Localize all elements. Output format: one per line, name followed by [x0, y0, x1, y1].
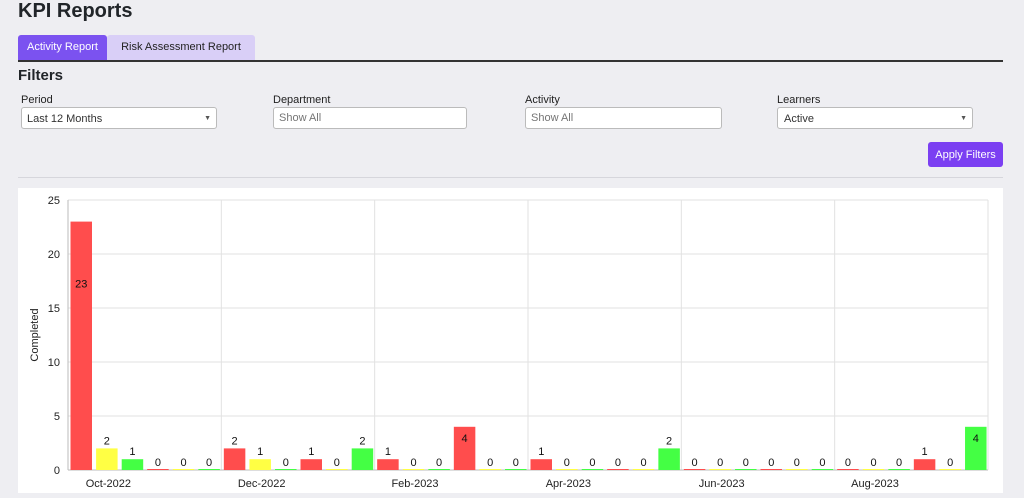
bar-data-label: 1: [308, 446, 314, 458]
bar: [121, 459, 144, 470]
bar-data-label: 0: [870, 457, 876, 469]
learners-label: Learners: [777, 94, 821, 106]
bar: [530, 459, 552, 470]
bar-data-label: 0: [896, 457, 902, 469]
bar: [453, 426, 476, 470]
y-tick-label: 10: [48, 357, 60, 369]
bar-data-label: 0: [947, 457, 953, 469]
bar: [351, 448, 374, 470]
bar-data-label: 0: [155, 457, 161, 469]
bar-data-label: 0: [206, 457, 212, 469]
bar-data-label: 0: [487, 457, 493, 469]
y-tick-label: 15: [48, 303, 60, 315]
department-label: Department: [273, 94, 331, 106]
period-select-value: Last 12 Months: [27, 113, 103, 125]
bar-data-label: 0: [845, 457, 851, 469]
bar-data-label: 1: [129, 446, 135, 458]
bar-data-label: 0: [564, 457, 570, 469]
bar: [658, 448, 680, 470]
bar-data-label: 1: [257, 446, 263, 458]
bar-data-label: 0: [768, 457, 774, 469]
bar-data-label: 23: [75, 279, 87, 291]
bar-data-label: 0: [180, 457, 186, 469]
activity-input[interactable]: [525, 107, 722, 129]
caret-down-icon: ▼: [960, 115, 967, 122]
filters-heading: Filters: [18, 67, 64, 84]
page-title: KPI Reports: [18, 0, 133, 22]
bar-data-label: 2: [666, 435, 672, 447]
bar: [300, 459, 322, 470]
y-tick-label: 20: [48, 249, 60, 261]
bar: [223, 448, 246, 470]
bar: [913, 459, 936, 470]
x-tick-label: Dec-2022: [238, 478, 286, 490]
x-tick-label: Oct-2022: [86, 478, 131, 490]
bar-data-label: 2: [359, 435, 365, 447]
bar-data-label: 1: [922, 446, 928, 458]
bar-data-label: 0: [819, 457, 825, 469]
bar-data-label: 0: [589, 457, 595, 469]
x-tick-label: Feb-2023: [391, 478, 438, 490]
bar-data-label: 0: [692, 457, 698, 469]
caret-down-icon: ▼: [204, 115, 211, 122]
bar-data-label: 0: [436, 457, 442, 469]
y-tick-label: 5: [54, 411, 60, 423]
tab-activity-report[interactable]: Activity Report: [18, 35, 107, 60]
bar-data-label: 0: [794, 457, 800, 469]
bar-data-label: 4: [973, 433, 979, 445]
x-tick-label: Apr-2023: [546, 478, 591, 490]
bar-data-label: 0: [743, 457, 749, 469]
x-tick-label: Aug-2023: [851, 478, 899, 490]
bar-data-label: 1: [385, 446, 391, 458]
bar-data-label: 0: [334, 457, 340, 469]
bar: [249, 459, 271, 470]
period-label: Period: [21, 94, 53, 106]
bar-data-label: 0: [717, 457, 723, 469]
department-input[interactable]: [273, 107, 467, 129]
report-tabs: Activity Report Risk Assessment Report: [18, 35, 1003, 62]
y-tick-label: 25: [48, 195, 60, 207]
tab-risk-assessment-report[interactable]: Risk Assessment Report: [107, 35, 255, 60]
y-axis-label: Completed: [29, 308, 41, 361]
bar-data-label: 0: [513, 457, 519, 469]
bar-data-label: 0: [410, 457, 416, 469]
chart-panel: 0 5 10 15 20 25 Completed 23 2 1 0 0 0 2 1 0 1 0 2 1 0 0 4 0 0 1 0…: [18, 188, 1003, 493]
bar-data-label: 0: [283, 457, 289, 469]
learners-select-value: Active: [784, 113, 814, 125]
bar-data-label: 2: [104, 435, 110, 447]
bar: [96, 448, 118, 470]
apply-filters-button[interactable]: Apply Filters: [928, 142, 1003, 167]
activity-label: Activity: [525, 94, 560, 106]
learners-select[interactable]: Active ▼: [777, 107, 973, 129]
bar-data-label: 0: [640, 457, 646, 469]
x-tick-label: Jun-2023: [699, 478, 745, 490]
divider: [18, 177, 1003, 178]
y-tick-label: 0: [54, 465, 60, 477]
bar-data-label: 0: [615, 457, 621, 469]
bar-data-label: 4: [462, 433, 468, 445]
bar: [377, 459, 399, 470]
bar: [70, 221, 92, 470]
bar-data-label: 1: [538, 446, 544, 458]
bar-data-label: 2: [232, 435, 238, 447]
bar: [965, 426, 987, 470]
period-select[interactable]: Last 12 Months ▼: [21, 107, 217, 129]
